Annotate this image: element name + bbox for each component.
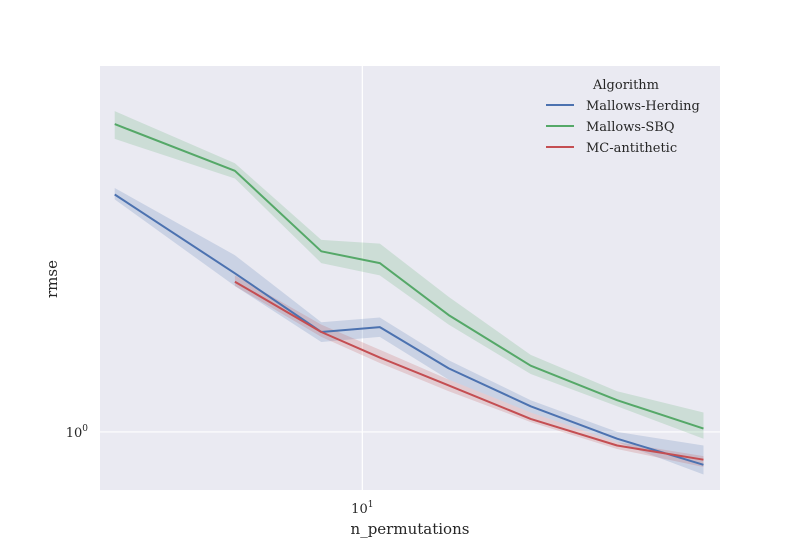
- x-tick-label-0: 101: [351, 500, 373, 517]
- legend: Algorithm Mallows-Herding Mallows-SBQ MC-a…: [546, 78, 700, 156]
- band-mallows-herding: [114, 188, 704, 475]
- confidence-bands: [114, 111, 704, 475]
- grid-lines: [100, 66, 720, 490]
- x-axis-label: n_permutations: [351, 520, 470, 538]
- line-mc-antithetic: [234, 280, 704, 461]
- legend-label-mc-antithetic: MC-antithetic: [586, 141, 677, 156]
- band-mallows-sbq: [114, 111, 704, 439]
- tick-labels: 101 100: [66, 424, 374, 517]
- line-mallows-herding: [114, 193, 704, 466]
- y-axis-label: rmse: [43, 260, 61, 298]
- legend-title: Algorithm: [592, 78, 659, 93]
- legend-label-mallows-sbq: Mallows-SBQ: [586, 120, 675, 135]
- plot-background: [100, 66, 720, 490]
- line-mallows-sbq: [114, 123, 704, 430]
- series-lines: [114, 123, 704, 466]
- legend-label-mallows-herding: Mallows-Herding: [586, 99, 700, 114]
- y-tick-label-0: 100: [66, 424, 89, 441]
